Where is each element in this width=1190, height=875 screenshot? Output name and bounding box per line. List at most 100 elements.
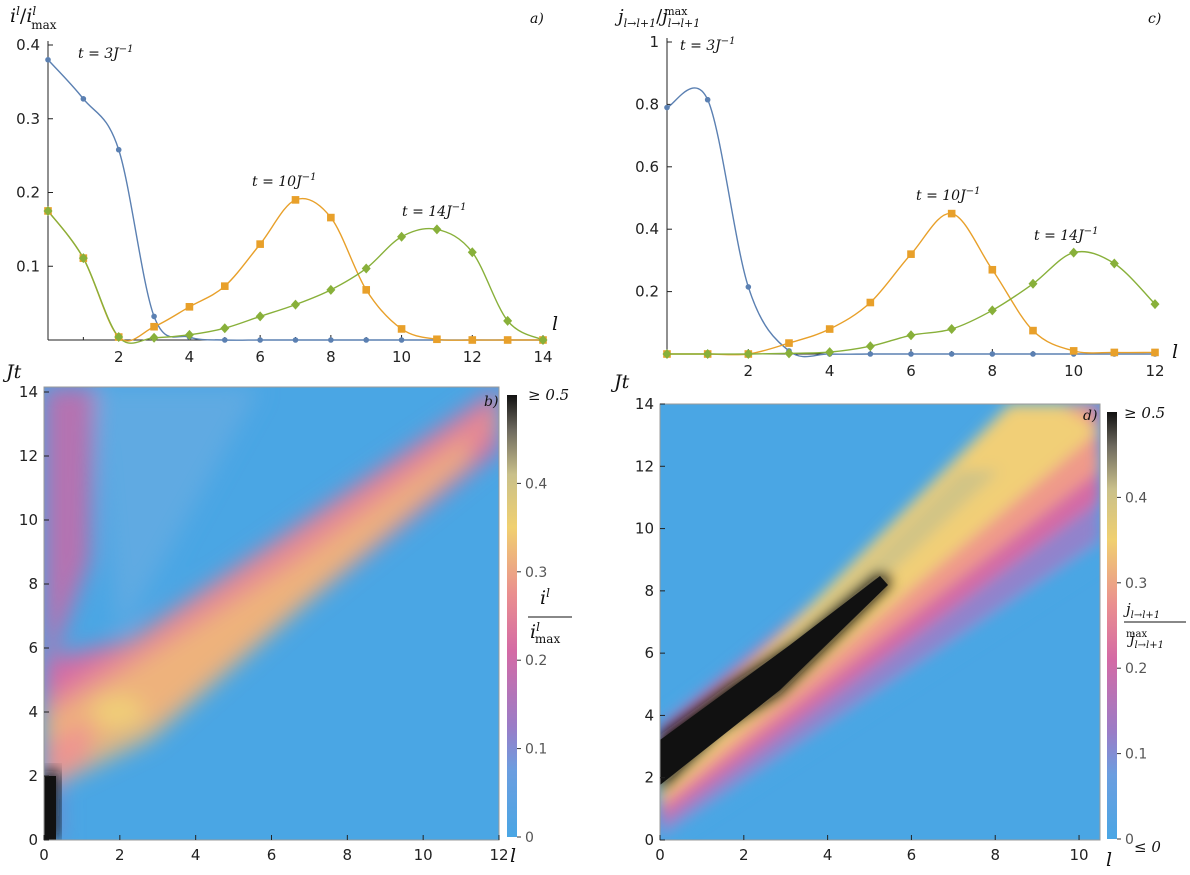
a-series-0-point [257,337,263,343]
panel-a-letter: a) [530,11,544,27]
b-x-tick-label: 4 [191,846,201,864]
b-x-tick-label: 12 [489,846,508,864]
panel-c-line-chart: 2 4 6 8 10 12 0.2 0.4 0.6 0.8 1 c) l jl→l+1/jl→l+1… [614,5,1178,380]
c-y-tick-label: 1 [649,33,659,51]
b-x-tick-label: 6 [267,846,277,864]
panel-a-annot-t14: t = 14J−1 [402,202,466,220]
a-series-2-point [184,329,194,340]
c-series-1-point [907,250,915,258]
c-series-2-point [662,349,672,359]
c-series-0-point [1030,351,1036,357]
panel-c-xlabel: l [1172,341,1178,363]
a-x-tick-label: 10 [392,348,411,366]
c-series-0-point [948,351,955,357]
c-series-1-point [785,339,793,347]
a-series-1-point [220,282,229,290]
a-series-1-point [433,335,441,344]
svg-text:jl→l+1max: jl→l+1max [1126,629,1164,651]
panel-a-annot-t3: t = 3J−1 [78,44,134,62]
b-y-tick-label: 0 [28,831,38,849]
a-series-1-point [397,325,406,333]
c-series-2-point [987,305,997,316]
panel-a-line-chart: 2 4 6 8 10 12 14 0.1 0.2 0.3 0.4 a) l il/il max t =… [10,4,558,366]
a-y-tick-label: 0.2 [16,184,40,202]
b-y-tick-label: 6 [28,639,38,657]
panel-d-colorbar-label: jl→l+1 jl→l+1max [1123,600,1186,651]
b-y-tick-label: 2 [28,767,38,785]
a-x-tick-label: 6 [255,348,265,366]
panel-d-colorbar-bottom: ≤ 0 [1134,838,1161,856]
c-series-2-point [703,349,713,359]
c-series-1-point [1069,347,1078,355]
c-series-2-point [947,324,957,335]
panel-b-colorbar-label: il il max [528,586,572,646]
d-y-tick-label: 6 [644,644,654,662]
a-series-1-point [150,322,158,331]
c-x-tick-label: 2 [744,362,754,380]
c-series-2-point [865,341,875,352]
d-x-tick-label: 0 [655,846,665,864]
a-series-0-point [151,313,157,320]
b-x-tick-label: 2 [115,846,125,864]
panel-b-heatmap: 0 2 4 6 8 10 12 0 2 4 6 8 10 12 14 0 0.1 0.2 0.3 0.4 b) ≥ … [2,361,572,867]
c-y-tick-label: 0.8 [635,95,659,113]
a-series-0-point [363,337,370,343]
panel-c-annot-t14: t = 14J−1 [1034,226,1098,244]
a-series-2-point [43,205,53,216]
a-series-2-point [291,299,300,310]
c-series-0-point [664,104,670,111]
c-x-tick-label: 10 [1064,362,1083,380]
c-series-2-point [1150,299,1160,310]
c-series-1-point [988,265,997,274]
a-x-tick-label: 2 [114,348,124,366]
c-series-2-point [906,330,916,341]
d-colorbar-tick-label: 0.3 [1125,576,1147,592]
a-y-tick-label: 0.4 [16,36,40,54]
panel-c-annot-t10: t = 10J−1 [916,186,980,204]
panel-d-colorbar-top: ≥ 0.5 [1124,404,1165,422]
d-y-tick-label: 10 [635,520,654,538]
b-y-tick-label: 14 [19,383,38,401]
svg-text:jl→l+1: jl→l+1 [1123,600,1160,621]
a-series-2-point [538,335,548,345]
a-series-2-point [397,231,407,242]
b-y-tick-label: 10 [19,511,38,529]
b-x-tick-label: 10 [414,846,433,864]
d-x-tick-label: 6 [907,846,917,864]
a-series-2-point [255,311,265,322]
d-x-tick-label: 10 [1070,846,1089,864]
d-colorbar-tick-label: 0.1 [1125,747,1147,763]
c-series-0-point [989,351,996,357]
c-series-2-point [1109,258,1119,269]
panel-c-ylabel: jl→l+1/jl→l+1max [614,5,700,30]
c-series-2-point [1069,247,1079,258]
a-x-tick-label: 8 [326,348,336,366]
a-series-2-point [503,315,513,326]
c-series-1-point [825,325,834,333]
panel-d-axes: 0 2 4 6 8 10 0 2 4 6 8 10 12 14 [635,395,1089,864]
panel-a-annot-t10: t = 10J−1 [252,172,316,190]
a-y-tick-label: 0.1 [16,257,40,275]
a-series-0-point [398,337,405,343]
d-y-tick-label: 8 [644,582,654,600]
d-colorbar-tick-label: 0.2 [1125,661,1147,677]
panel-d-density [660,404,1100,840]
a-series-1-point [327,213,335,222]
c-y-tick-label: 0.6 [635,158,659,176]
d-y-tick-label: 4 [644,706,654,724]
c-series-1-point [1151,348,1159,357]
c-series-0-point [745,284,752,290]
panel-c-letter: c) [1148,11,1161,27]
a-series-0-point [328,337,334,343]
panel-c-series [662,87,1160,359]
c-series-2-point [1028,278,1038,289]
c-series-0-point [704,96,711,103]
c-series-0-point [867,351,874,357]
a-series-1-point [362,286,371,294]
c-x-tick-label: 12 [1145,362,1164,380]
c-series-2-point [825,347,835,358]
d-y-tick-label: 14 [635,395,654,413]
b-y-tick-label: 8 [28,575,38,593]
